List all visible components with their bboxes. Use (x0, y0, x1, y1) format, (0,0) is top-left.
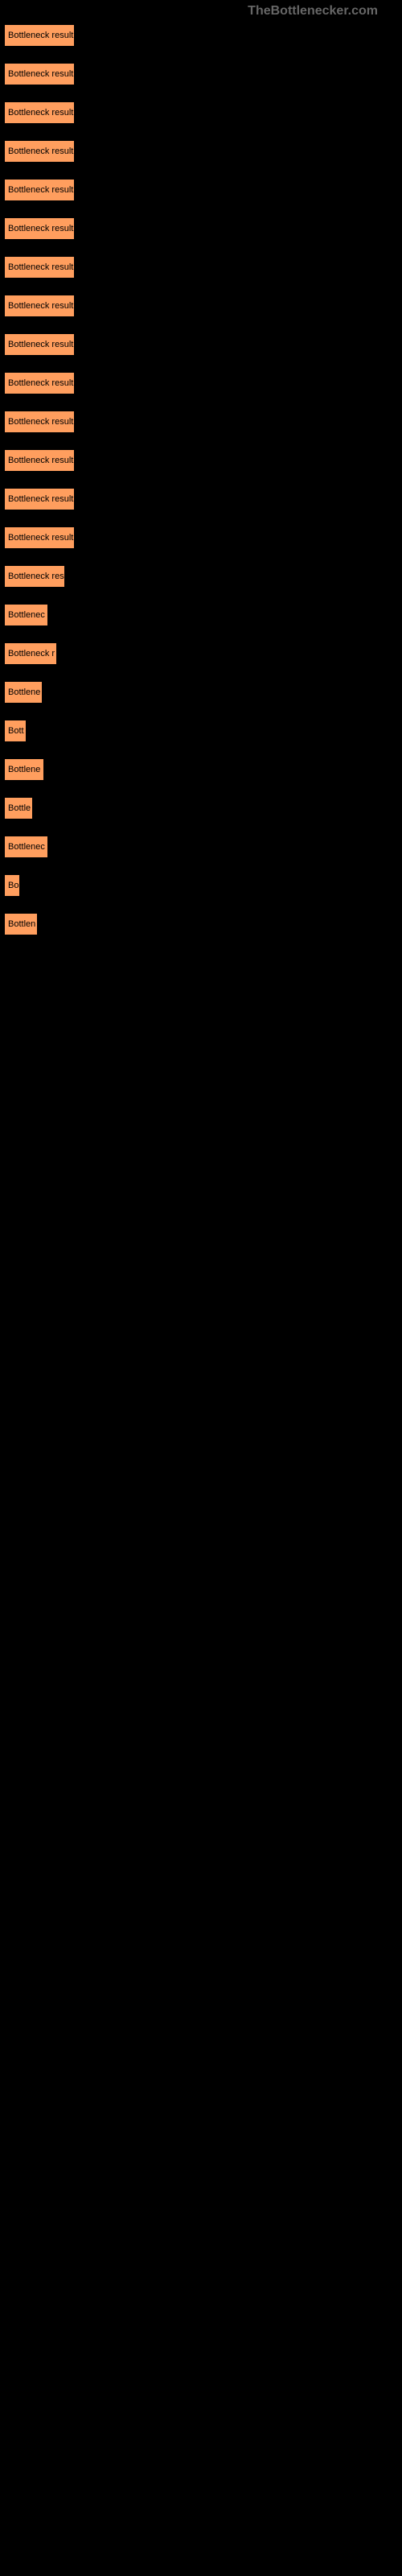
bar-label: Bottleneck result (8, 69, 73, 79)
bar-row: Bottle (4, 797, 398, 819)
bar-row: Bottleneck result (4, 488, 398, 510)
bar: Bottle (4, 797, 33, 819)
bar-label: Bottleneck result (8, 31, 73, 40)
bar-row: Bottleneck result (4, 295, 398, 317)
bar-row: Bottleneck res (4, 565, 398, 588)
bar-label: Bottleneck result (8, 185, 73, 195)
bar-label: Bottlenec (8, 842, 45, 852)
bar-row: Bottleneck result (4, 526, 398, 549)
bar-row: Bottlene (4, 681, 398, 704)
bar-row: Bottleneck result (4, 449, 398, 472)
bar-row: Bottleneck result (4, 140, 398, 163)
bar: Bottleneck result (4, 63, 75, 85)
bar-label: Bottleneck r (8, 649, 55, 658)
bar-label: Bottleneck result (8, 108, 73, 118)
bar: Bottleneck r (4, 642, 57, 665)
bar-label: Bottleneck result (8, 340, 73, 349)
bar: Bottleneck result (4, 179, 75, 201)
bar-row: Bottleneck r (4, 642, 398, 665)
bar-label: Bottleneck result (8, 417, 73, 427)
bar-label: Bottleneck result (8, 378, 73, 388)
bar-row: Bottlene (4, 758, 398, 781)
bar: Bottleneck result (4, 449, 75, 472)
bar-label: Bottlene (8, 687, 40, 697)
bar-row: Bottleneck result (4, 179, 398, 201)
bar: Bottleneck result (4, 24, 75, 47)
bar: Bottleneck result (4, 372, 75, 394)
bar-label: Bo (8, 881, 18, 890)
bar-label: Bott (8, 726, 24, 736)
bar-row: Bott (4, 720, 398, 742)
bar-label: Bottleneck result (8, 494, 73, 504)
bar-label: Bottleneck result (8, 224, 73, 233)
bar-label: Bottlen (8, 919, 35, 929)
chart-container: Bottleneck result Bottleneck result Bottle… (0, 0, 402, 976)
bar-row: Bottleneck result (4, 411, 398, 433)
bar-row: Bottleneck result (4, 217, 398, 240)
bar-row: Bottlenec (4, 836, 398, 858)
bar: Bottleneck result (4, 256, 75, 279)
bar-row: Bottlen (4, 913, 398, 935)
bar: Bottleneck result (4, 101, 75, 124)
bar: Bottlene (4, 758, 44, 781)
bar-label: Bottleneck result (8, 533, 73, 543)
bar: Bottleneck result (4, 295, 75, 317)
bar-row: Bottleneck result (4, 333, 398, 356)
bar-row: Bottleneck result (4, 372, 398, 394)
bar-row: Bottleneck result (4, 256, 398, 279)
bar: Bottleneck result (4, 140, 75, 163)
bar: Bottleneck res (4, 565, 65, 588)
bar-label: Bottlenec (8, 610, 45, 620)
bar: Bottlene (4, 681, 43, 704)
bar: Bottlen (4, 913, 38, 935)
bar-row: Bottlenec (4, 604, 398, 626)
bar-row: Bo (4, 874, 398, 897)
bar-label: Bottlene (8, 765, 40, 774)
bar: Bo (4, 874, 20, 897)
bar-label: Bottleneck res (8, 572, 64, 581)
bar-label: Bottleneck result (8, 301, 73, 311)
bar-row: Bottleneck result (4, 101, 398, 124)
bar: Bottleneck result (4, 526, 75, 549)
bar: Bottleneck result (4, 411, 75, 433)
bar: Bottleneck result (4, 333, 75, 356)
bar: Bottleneck result (4, 488, 75, 510)
bars-container: Bottleneck result Bottleneck result Bottle… (4, 24, 398, 935)
bar-label: Bottleneck result (8, 456, 73, 465)
bar-label: Bottleneck result (8, 147, 73, 156)
bar-row: Bottleneck result (4, 24, 398, 47)
bar: Bott (4, 720, 27, 742)
bar-row: Bottleneck result (4, 63, 398, 85)
bar: Bottlenec (4, 604, 48, 626)
bar: Bottlenec (4, 836, 48, 858)
bar: Bottleneck result (4, 217, 75, 240)
bar-label: Bottleneck result (8, 262, 73, 272)
bar-label: Bottle (8, 803, 31, 813)
